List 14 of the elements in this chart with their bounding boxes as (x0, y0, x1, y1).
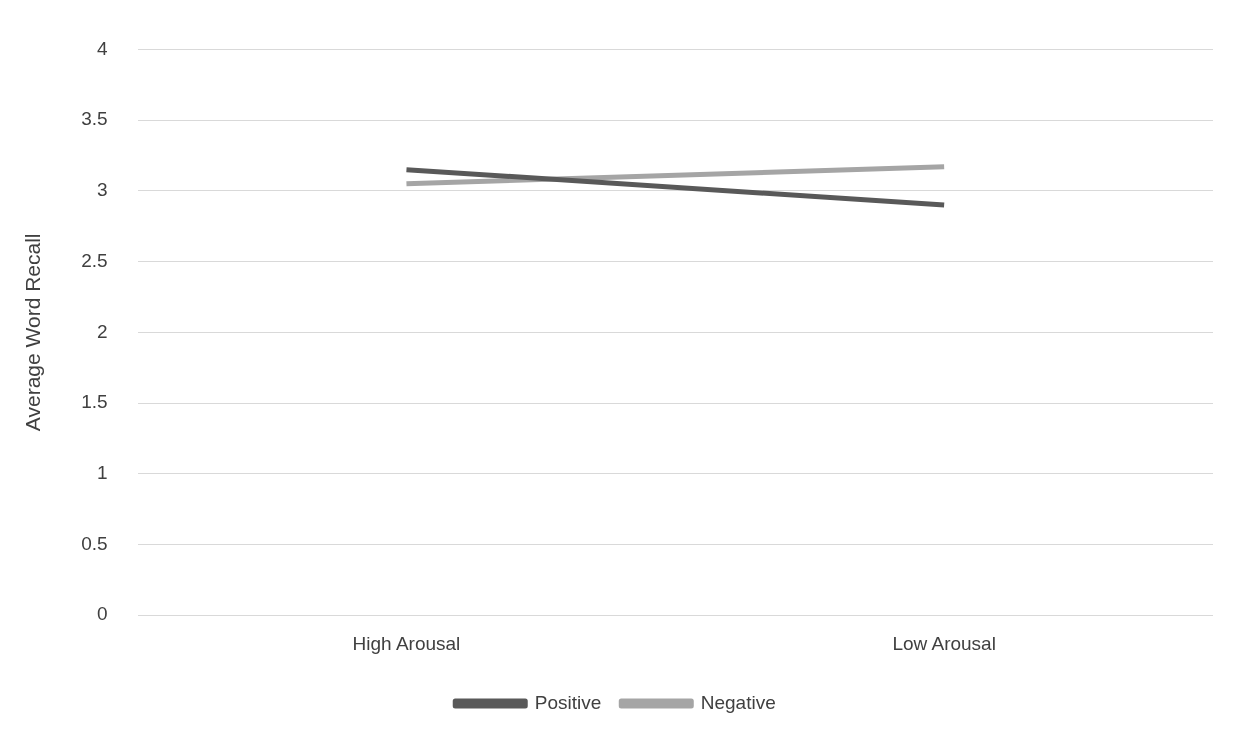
y-tick-label: 4 (97, 37, 109, 59)
y-tick-label: 2 (97, 320, 108, 342)
y-tick-label: 3.5 (81, 108, 108, 130)
x-tick-label: Low Arousal (892, 632, 996, 654)
y-tick-label: 0 (97, 603, 108, 625)
legend-label: Negative (700, 691, 776, 713)
x-tick-label: High Arousal (352, 632, 461, 654)
legend-label: Positive (534, 691, 602, 713)
y-axis-title: Average Word Recall (21, 233, 45, 432)
y-tick-label: 2.5 (81, 249, 108, 271)
y-tick-label: 1 (97, 461, 108, 483)
y-tick-label: 0.5 (81, 532, 108, 554)
y-tick-label: 3 (97, 179, 108, 201)
y-tick-label: 1.5 (81, 391, 108, 413)
